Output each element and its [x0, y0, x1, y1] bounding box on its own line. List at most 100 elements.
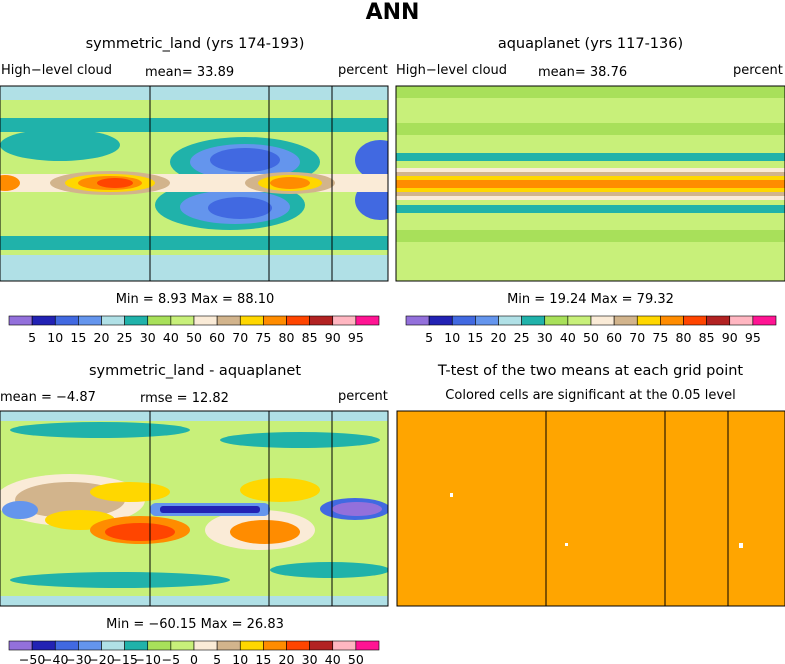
p1-blob-n3: [210, 148, 280, 172]
p3-bottom: [0, 596, 388, 606]
panel2-units-label: percent: [733, 63, 783, 78]
panel1-heatmap: [0, 86, 388, 281]
colorbar-tick-label: 40: [163, 330, 179, 345]
panel3-heatmap: [0, 411, 388, 606]
ttest-nonsig-cell-3: [739, 543, 743, 548]
panel1-colorbar: 5 10 15 20 25 30 40 50 60 70 75 80 85 90 95: [8, 315, 380, 345]
p3-bb2: [270, 562, 388, 578]
colorbar-tick-label: 25: [117, 330, 133, 345]
panel2-colorbar: 5 10 15 20 25 30 40 50 60 70 75 80 85 90 95: [405, 315, 777, 345]
colorbar-tick-label: −5: [162, 652, 180, 664]
colorbar-swatch: [451, 315, 476, 326]
panel3-title: symmetric_land - aquaplanet: [88, 363, 302, 379]
p2-band4: [396, 205, 785, 213]
colorbar-swatch: [101, 640, 125, 651]
colorbar-swatch: [170, 640, 195, 651]
p3-warm5: [240, 478, 320, 502]
panel3-rmse-label: rmse = 12.82: [140, 391, 229, 406]
colorbar-swatch: [355, 640, 380, 651]
p2-eq4: [396, 180, 785, 188]
panel3-land-box-2: [268, 410, 333, 607]
ttest-nonsig-cell-2: [565, 543, 568, 546]
p3-top: [0, 411, 388, 421]
colorbar-tick-label: 90: [722, 330, 738, 345]
colorbar-swatch: [193, 640, 218, 651]
p1-eq-7: [270, 177, 310, 189]
colorbar-swatch: [170, 315, 195, 326]
colorbar-swatch: [286, 640, 310, 651]
colorbar-tick-label: 5: [28, 330, 36, 345]
p1-blob-w: [0, 129, 120, 161]
panel1-land-box-2: [268, 85, 333, 282]
colorbar-swatch: [263, 640, 287, 651]
p2-band5: [396, 230, 785, 242]
p2-band3: [396, 153, 785, 161]
p3-bb1: [10, 572, 230, 588]
colorbar-tick-label: 50: [186, 330, 202, 345]
colorbar-swatch: [729, 315, 754, 326]
panel4-subtitle: Colored cells are significant at the 0.0…: [445, 388, 736, 403]
colorbar-tick-label: 15: [70, 330, 86, 345]
p3-warm4b: [230, 520, 300, 544]
p1-blob-s3: [208, 197, 272, 219]
colorbar-swatch: [706, 315, 731, 326]
colorbar-swatch: [332, 315, 357, 326]
colorbar-swatch: [54, 315, 79, 326]
colorbar-swatch: [54, 640, 79, 651]
colorbar-swatch: [590, 315, 615, 326]
colorbar-tick-label: 80: [279, 330, 295, 345]
panel2-mean-label: mean= 38.76: [538, 65, 628, 80]
p3-cool-e2: [332, 502, 382, 516]
p3-cool-w: [2, 501, 38, 519]
colorbar-tick-label: 10: [444, 330, 460, 345]
colorbar-swatch: [124, 315, 149, 326]
colorbar-swatch: [544, 315, 569, 326]
colorbar-tick-label: 30: [302, 652, 318, 664]
panel2-stats: Min = 19.24 Max = 79.32: [507, 292, 674, 307]
colorbar-swatch: [309, 315, 334, 326]
colorbar-tick-label: 40: [325, 652, 341, 664]
colorbar-swatch: [355, 315, 380, 326]
colorbar-tick-label: −40: [42, 652, 68, 664]
colorbar-tick-label: 20: [94, 330, 110, 345]
colorbar-tick-label: 95: [348, 330, 364, 345]
colorbar-swatch: [752, 315, 777, 326]
panel4-title: T-test of the two means at each grid poi…: [437, 363, 744, 379]
p1-eq-4: [97, 178, 133, 188]
p3-tb1: [10, 422, 190, 438]
panel3-stats: Min = −60.15 Max = 26.83: [106, 617, 284, 632]
p1-blob-e: [355, 140, 388, 180]
colorbar-swatch: [216, 640, 241, 651]
panel1-units-label: percent: [338, 63, 388, 78]
panel3-units-label: percent: [338, 389, 388, 404]
p1-band-n: [0, 118, 388, 132]
colorbar-swatch: [475, 315, 499, 326]
p2-band1: [396, 86, 785, 98]
colorbar-tick-label: −10: [135, 652, 161, 664]
p3-strip2: [160, 506, 260, 513]
colorbar-tick-label: 85: [302, 330, 318, 345]
colorbar-tick-label: −50: [19, 652, 45, 664]
colorbar-tick-label: 75: [255, 330, 271, 345]
colorbar-tick-label: 15: [467, 330, 483, 345]
colorbar-swatch: [567, 315, 592, 326]
colorbar-tick-label: 5: [213, 652, 221, 664]
colorbar-swatch: [147, 640, 172, 651]
p3-warm2: [90, 482, 170, 502]
colorbar-swatch: [147, 315, 172, 326]
colorbar-swatch: [101, 315, 125, 326]
colorbar-swatch: [309, 640, 334, 651]
panel3-mean-label: mean = −4.87: [0, 390, 96, 405]
panel2-frame: [395, 85, 785, 282]
colorbar-swatch: [683, 315, 707, 326]
colorbar-tick-label: 0: [190, 652, 198, 664]
p1-band-s2: [0, 255, 388, 281]
colorbar-tick-label: 20: [491, 330, 507, 345]
colorbar-swatch: [31, 640, 56, 651]
p1-band-s: [0, 236, 388, 250]
panel1-variable-label: High−level cloud: [1, 63, 113, 78]
colorbar-tick-label: 60: [606, 330, 622, 345]
colorbar-tick-label: 10: [47, 330, 63, 345]
colorbar-swatch: [498, 315, 522, 326]
